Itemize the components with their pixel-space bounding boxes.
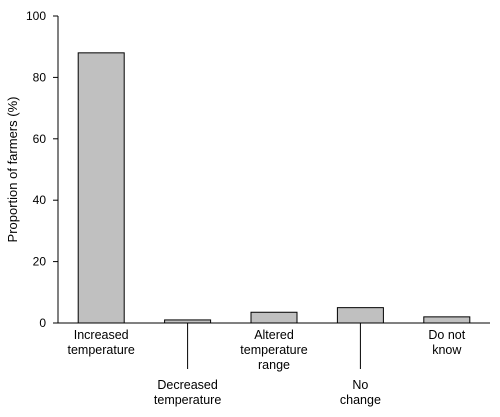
y-tick-label: 20 (33, 255, 47, 269)
y-tick-label: 60 (33, 132, 47, 146)
category-label: Decreased temperature (154, 378, 221, 407)
category-label: Increased temperature (67, 328, 134, 357)
bar (423, 316, 471, 324)
y-tick-label: 100 (26, 9, 46, 23)
category-label: Altered temperature range (240, 328, 307, 372)
category-label: No change (340, 378, 381, 407)
y-tick-label: 40 (33, 193, 47, 207)
bar (164, 319, 212, 324)
bar (336, 307, 384, 324)
y-axis-title: Proportion of farmers (%) (5, 97, 20, 243)
y-axis: 0 20 40 60 80 100 (26, 9, 59, 330)
y-tick-label: 0 (39, 316, 46, 330)
category-labels: Increased temperature Decreased temperature… (67, 328, 465, 407)
category-label: Do not know (428, 328, 465, 357)
y-tick-label: 80 (33, 70, 47, 84)
bar (250, 311, 298, 324)
bar (77, 52, 125, 324)
bars (77, 52, 471, 324)
